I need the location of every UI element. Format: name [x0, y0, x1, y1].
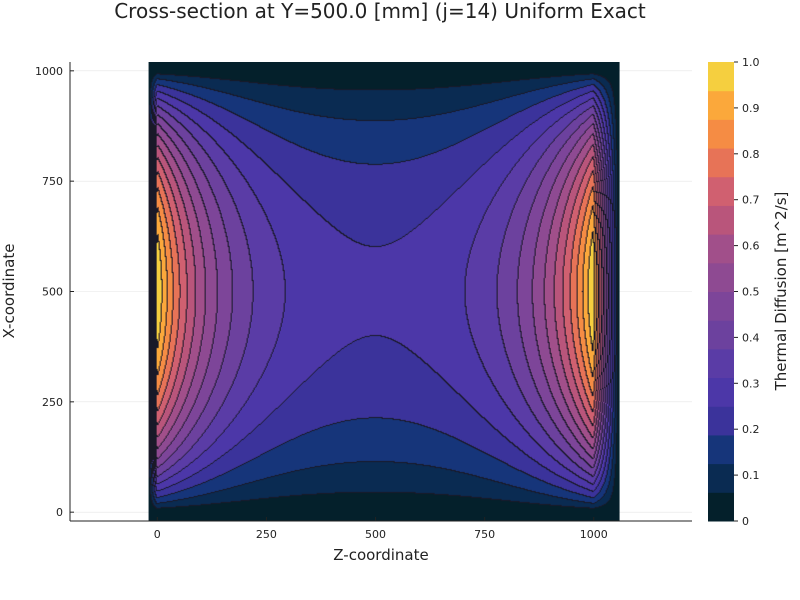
colorbar-tick-label: 0 — [742, 515, 749, 528]
x-ticks: 0 250 500 750 1000 — [154, 517, 608, 541]
colorbar-swatch — [708, 62, 734, 92]
colorbar-swatch — [708, 234, 734, 264]
y-tick-label: 250 — [42, 396, 63, 409]
colorbar-swatch — [708, 406, 734, 436]
y-tick-label: 750 — [42, 175, 63, 188]
colorbar-tick-label: 0.5 — [742, 286, 760, 299]
plot-area — [148, 62, 620, 521]
y-tick-label: 1000 — [35, 65, 63, 78]
colorbar-tick-label: 0.1 — [742, 469, 760, 482]
colorbar-swatch — [708, 291, 734, 321]
colorbar-tick-label: 0.7 — [742, 194, 760, 207]
x-tick-label: 500 — [365, 528, 386, 541]
x-tick-label: 250 — [256, 528, 277, 541]
x-tick-label: 750 — [474, 528, 495, 541]
y-axis-label: X-coordinate — [0, 244, 18, 339]
colorbar-swatch — [708, 377, 734, 407]
colorbar-ticks: 0 0.1 0.2 0.3 0.4 0.5 0.6 0.7 0.8 0.9 1.0 — [734, 56, 760, 528]
colorbar-tick-label: 0.8 — [742, 148, 760, 161]
y-tick-label: 500 — [42, 286, 63, 299]
colorbar-swatch — [708, 262, 734, 292]
colorbar-swatch — [708, 348, 734, 379]
colorbar-tick-label: 0.2 — [742, 423, 760, 436]
contour-field — [148, 62, 620, 521]
y-ticks: 0 250 500 750 1000 — [35, 65, 74, 519]
y-tick-label: 0 — [56, 506, 63, 519]
colorbar-swatch — [708, 463, 734, 493]
chart-title: Cross-section at Y=500.0 [mm] (j=14) Uni… — [114, 0, 646, 23]
colorbar-swatch — [708, 176, 734, 206]
x-axis-label: Z-coordinate — [333, 546, 428, 564]
colorbar-tick-label: 0.4 — [742, 331, 760, 344]
colorbar-label: Thermal Diffusion [m^2/s] — [772, 192, 790, 392]
colorbar-swatch — [708, 119, 734, 149]
colorbar-swatch — [708, 90, 734, 120]
colorbar-tick-label: 0.3 — [742, 377, 760, 390]
colorbar-tick-label: 0.9 — [742, 102, 760, 115]
x-tick-label: 1000 — [580, 528, 608, 541]
colorbar — [708, 62, 734, 522]
colorbar-tick-label: 0.6 — [742, 240, 760, 253]
colorbar-swatch — [708, 148, 734, 178]
colorbar-tick-label: 1.0 — [742, 56, 760, 69]
colorbar-swatch — [708, 320, 734, 350]
colorbar-swatch — [708, 492, 734, 522]
colorbar-swatch — [708, 434, 734, 465]
x-tick-label: 0 — [154, 528, 161, 541]
colorbar-swatch — [708, 205, 734, 235]
